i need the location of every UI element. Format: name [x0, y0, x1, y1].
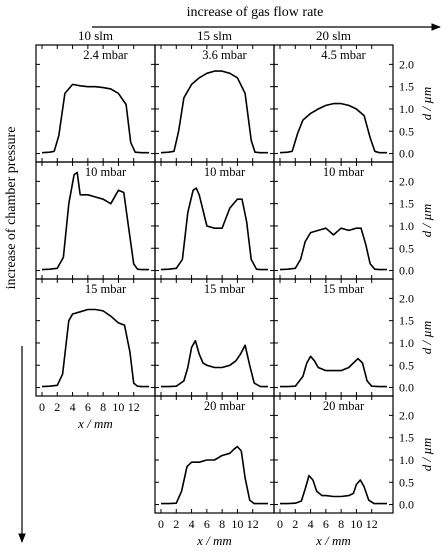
y-tick-label: 0.5 [399, 358, 414, 372]
profile-line [160, 70, 268, 154]
panel-label: 10 mbar [85, 165, 127, 179]
x-tick-label: 2 [173, 517, 179, 531]
x-tick-label: 10 [112, 400, 124, 414]
panel-label: 15 mbar [204, 282, 246, 296]
panels-layer: 10 slm 15 slm 20 slm 2.4 mbar 3.6 mbar 4.5 mb… [35, 28, 434, 548]
column-label: 10 slm [78, 28, 113, 43]
x-tick-label: 12 [247, 517, 259, 531]
x-tick-label: 4 [189, 517, 195, 531]
y-tick-label: 1.0 [399, 219, 414, 233]
profile-line [161, 445, 268, 505]
y-tick-label: 1.5 [399, 80, 414, 94]
panel-frame [273, 278, 394, 397]
x-tick-label: 0 [158, 517, 164, 531]
profile-line [161, 339, 268, 388]
panel-frame [154, 278, 275, 397]
x-tick-label: 2 [54, 400, 60, 414]
profile-line [279, 227, 387, 271]
profile-line [279, 102, 387, 154]
panel-frame [35, 161, 156, 280]
y-tick-label: 2.0 [399, 174, 414, 188]
x-axis-label: x / mm [315, 533, 351, 548]
column-label: 15 slm [197, 28, 232, 43]
y-axis-label: d / µm [419, 438, 434, 472]
y-tick-label: 0.0 [399, 264, 414, 278]
x-tick-label: 2 [292, 517, 298, 531]
x-tick-label: 10 [350, 517, 362, 531]
y-tick-label: 0.0 [399, 147, 414, 161]
panel-label: 15 mbar [85, 282, 127, 296]
x-axis-label: x / mm [77, 416, 113, 431]
y-axis-label: d / µm [419, 321, 434, 355]
y-tick-label: 1.0 [399, 453, 414, 467]
y-tick-label: 0.0 [399, 498, 414, 512]
x-tick-label: 0 [277, 517, 283, 531]
profile-line [41, 171, 149, 271]
x-tick-label: 12 [128, 400, 140, 414]
y-tick-label: 0.5 [399, 475, 414, 489]
panel-frame [154, 395, 275, 514]
profile-line [280, 355, 387, 388]
profile-line [41, 83, 149, 154]
y-tick-label: 1.0 [399, 336, 414, 350]
x-axis-label: x / mm [196, 533, 232, 548]
panel-label: 20 mbar [323, 399, 365, 413]
y-tick-label: 2.0 [399, 291, 414, 305]
panel-label: 10 mbar [323, 165, 365, 179]
panel-frame [35, 44, 156, 163]
top-label: increase of gas flow rate [187, 5, 324, 20]
panel-frame [154, 44, 275, 163]
profile-line [41, 308, 149, 388]
panel-frame [154, 161, 275, 280]
y-tick-label: 0.0 [399, 381, 414, 395]
panel-label: 10 mbar [204, 165, 246, 179]
y-tick-label: 2.0 [399, 57, 414, 71]
panel-label: 20 mbar [204, 399, 246, 413]
x-tick-label: 0 [39, 400, 45, 414]
x-tick-label: 4 [70, 400, 76, 414]
x-tick-label: 4 [308, 517, 314, 531]
left-label: increase of chamber pressure [4, 127, 19, 290]
x-tick-label: 6 [323, 517, 329, 531]
y-tick-label: 2.0 [399, 408, 414, 422]
x-tick-label: 8 [100, 400, 106, 414]
panel-frame [273, 161, 394, 280]
profile-line [280, 474, 387, 505]
column-label: 20 slm [316, 28, 351, 43]
x-tick-label: 10 [231, 517, 243, 531]
x-tick-label: 6 [85, 400, 91, 414]
y-tick-label: 0.5 [399, 124, 414, 138]
panel-label: 2.4 mbar [83, 48, 128, 62]
y-tick-label: 1.0 [399, 102, 414, 116]
y-tick-label: 1.5 [399, 314, 414, 328]
profile-line [160, 187, 268, 271]
x-tick-label: 8 [338, 517, 344, 531]
x-tick-label: 12 [366, 517, 378, 531]
y-axis-label: d / µm [419, 87, 434, 121]
panel-frame [273, 395, 394, 514]
x-tick-label: 6 [204, 517, 210, 531]
y-axis-label: d / µm [419, 204, 434, 238]
panel-label: 4.5 mbar [321, 48, 366, 62]
y-tick-label: 0.5 [399, 241, 414, 255]
panel-frame [35, 278, 156, 397]
panel-label: 15 mbar [323, 282, 365, 296]
y-tick-label: 1.5 [399, 431, 414, 445]
y-tick-label: 1.5 [399, 197, 414, 211]
x-tick-label: 8 [219, 517, 225, 531]
panel-label: 3.6 mbar [202, 48, 247, 62]
